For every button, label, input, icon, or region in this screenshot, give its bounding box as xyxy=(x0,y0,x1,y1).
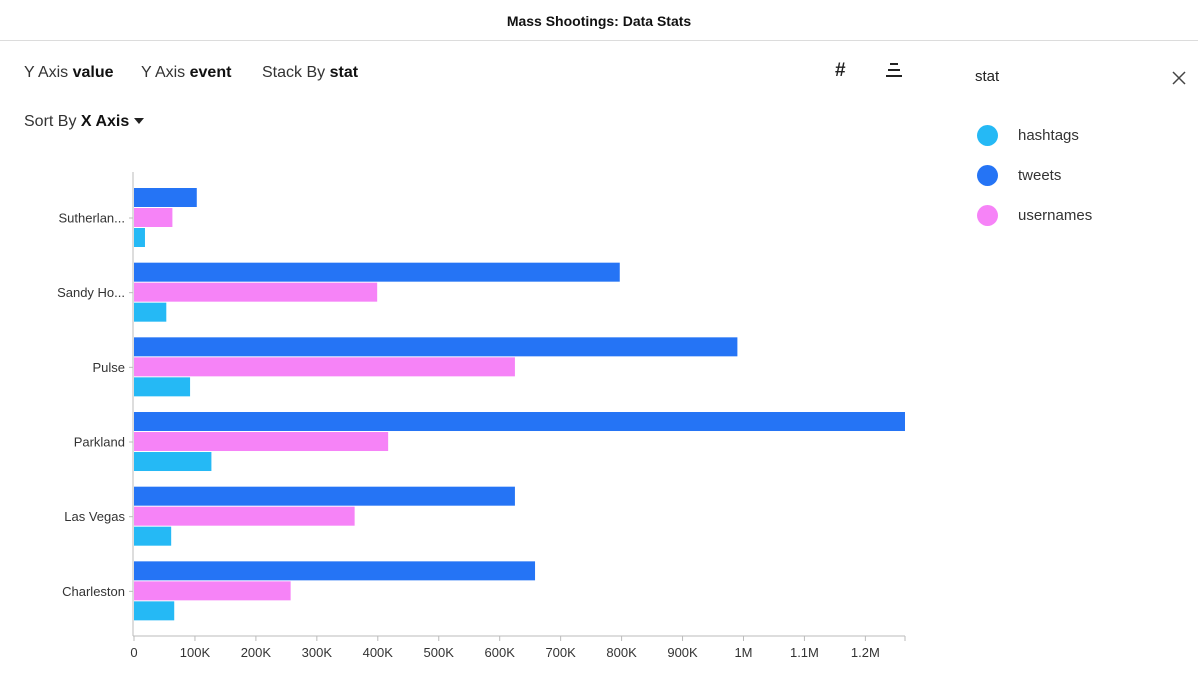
bar-hashtags-4 xyxy=(134,452,212,472)
hash-icon[interactable]: # xyxy=(835,60,846,81)
y-axis-value-prefix: Y Axis xyxy=(24,64,69,81)
bar-usernames-6 xyxy=(134,581,291,601)
bar-hashtags-1 xyxy=(134,228,145,247)
page-title: Mass Shootings: Data Stats xyxy=(506,13,692,29)
x-tick-label: 1.2M xyxy=(851,645,880,660)
bar-tweets-2 xyxy=(134,262,620,282)
chevron-down-icon xyxy=(134,117,145,124)
bar-usernames-5 xyxy=(134,506,355,526)
x-tick-label: 1M xyxy=(734,645,752,660)
sort-by-selection: X Axis xyxy=(80,113,130,130)
x-tick-label: 500K xyxy=(424,645,455,660)
sort-by-prefix: Sort By xyxy=(24,113,77,130)
bar-usernames-2 xyxy=(134,282,378,302)
legend-swatch-tweets xyxy=(977,165,998,186)
legend-title: stat xyxy=(975,68,1000,85)
y-axis-event-prefix: Y Axis xyxy=(141,64,186,81)
x-tick-label: 300K xyxy=(302,645,333,660)
y-tick-label: Pulse xyxy=(92,360,125,375)
bar-hashtags-6 xyxy=(134,601,175,621)
x-tick-label: 200K xyxy=(241,645,272,660)
y-axis-event-selection: event xyxy=(189,64,232,81)
bar-usernames-3 xyxy=(134,357,515,377)
bar-tweets-5 xyxy=(134,486,515,506)
bar-tweets-3 xyxy=(134,337,738,357)
bar-tweets-1 xyxy=(134,188,197,207)
y-tick-label: Sutherlan... xyxy=(59,211,126,226)
stack-by-prefix: Stack By xyxy=(262,64,326,81)
legend-label-usernames: usernames xyxy=(1018,207,1093,224)
bar-tweets-4 xyxy=(134,412,905,432)
y-axis-event-control[interactable]: Y Axis event xyxy=(141,64,231,82)
bar-chart: Sutherlan... Sandy Ho... Pulse Parkland Las … xyxy=(57,172,906,660)
bar-tweets-6 xyxy=(134,561,536,581)
y-axis-value-selection: value xyxy=(72,64,114,81)
x-tick-label: 900K xyxy=(667,645,698,660)
sort-by-dropdown[interactable]: Sort By X Axis xyxy=(24,113,145,131)
x-tick-label: 0 xyxy=(130,645,137,660)
header: Mass Shootings: Data Stats xyxy=(0,0,1198,41)
y-tick-label: Parkland xyxy=(74,435,125,450)
x-tick-label: 400K xyxy=(363,645,394,660)
legend-label-hashtags: hashtags xyxy=(1018,127,1079,144)
y-tick-label: Sandy Ho... xyxy=(57,285,125,300)
bar-hashtags-5 xyxy=(134,526,172,546)
x-tick-label: 100K xyxy=(180,645,211,660)
bar-hashtags-2 xyxy=(134,302,167,322)
x-tick-label: 800K xyxy=(606,645,637,660)
y-tick-label: Charleston xyxy=(62,584,125,599)
stack-by-control[interactable]: Stack By stat xyxy=(262,64,358,82)
close-icon[interactable] xyxy=(1170,69,1188,87)
x-tick-label: 600K xyxy=(485,645,516,660)
sort-bars-icon[interactable] xyxy=(884,62,904,80)
bar-usernames-1 xyxy=(134,208,173,227)
x-tick-label: 1.1M xyxy=(790,645,819,660)
y-tick-label: Las Vegas xyxy=(64,509,125,524)
bar-usernames-4 xyxy=(134,432,389,452)
legend-swatch-hashtags xyxy=(977,125,998,146)
bar-hashtags-3 xyxy=(134,377,191,397)
y-axis-value-control[interactable]: Y Axis value xyxy=(24,64,114,82)
legend-label-tweets: tweets xyxy=(1018,167,1062,184)
x-tick-label: 700K xyxy=(545,645,576,660)
legend-swatch-usernames xyxy=(977,205,998,226)
stack-by-selection: stat xyxy=(329,64,359,81)
